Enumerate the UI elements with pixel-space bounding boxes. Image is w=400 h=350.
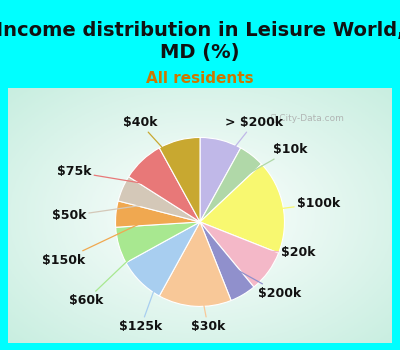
Wedge shape <box>118 177 200 222</box>
Wedge shape <box>116 201 200 227</box>
Text: $125k: $125k <box>120 258 166 333</box>
Text: $100k: $100k <box>249 197 340 213</box>
Text: $200k: $200k <box>226 264 301 300</box>
Wedge shape <box>200 222 254 301</box>
Text: $30k: $30k <box>191 272 225 333</box>
Text: $60k: $60k <box>69 237 152 307</box>
Text: ⓘ City-Data.com: ⓘ City-Data.com <box>271 114 344 122</box>
Text: $150k: $150k <box>42 219 150 267</box>
Text: All residents: All residents <box>146 71 254 86</box>
Wedge shape <box>200 148 262 222</box>
Wedge shape <box>159 222 231 307</box>
Text: $75k: $75k <box>57 165 165 187</box>
Wedge shape <box>129 148 200 222</box>
Wedge shape <box>200 164 284 253</box>
Wedge shape <box>116 222 200 262</box>
Text: Income distribution in Leisure World,
MD (%): Income distribution in Leisure World, MD… <box>0 21 400 62</box>
Wedge shape <box>200 138 241 222</box>
Text: $10k: $10k <box>232 143 308 183</box>
Text: $20k: $20k <box>241 246 316 259</box>
Wedge shape <box>159 138 200 222</box>
Text: $40k: $40k <box>122 116 186 174</box>
Wedge shape <box>200 222 278 287</box>
Wedge shape <box>126 222 200 296</box>
Text: > $200k: > $200k <box>214 116 283 174</box>
Text: $50k: $50k <box>52 204 154 223</box>
